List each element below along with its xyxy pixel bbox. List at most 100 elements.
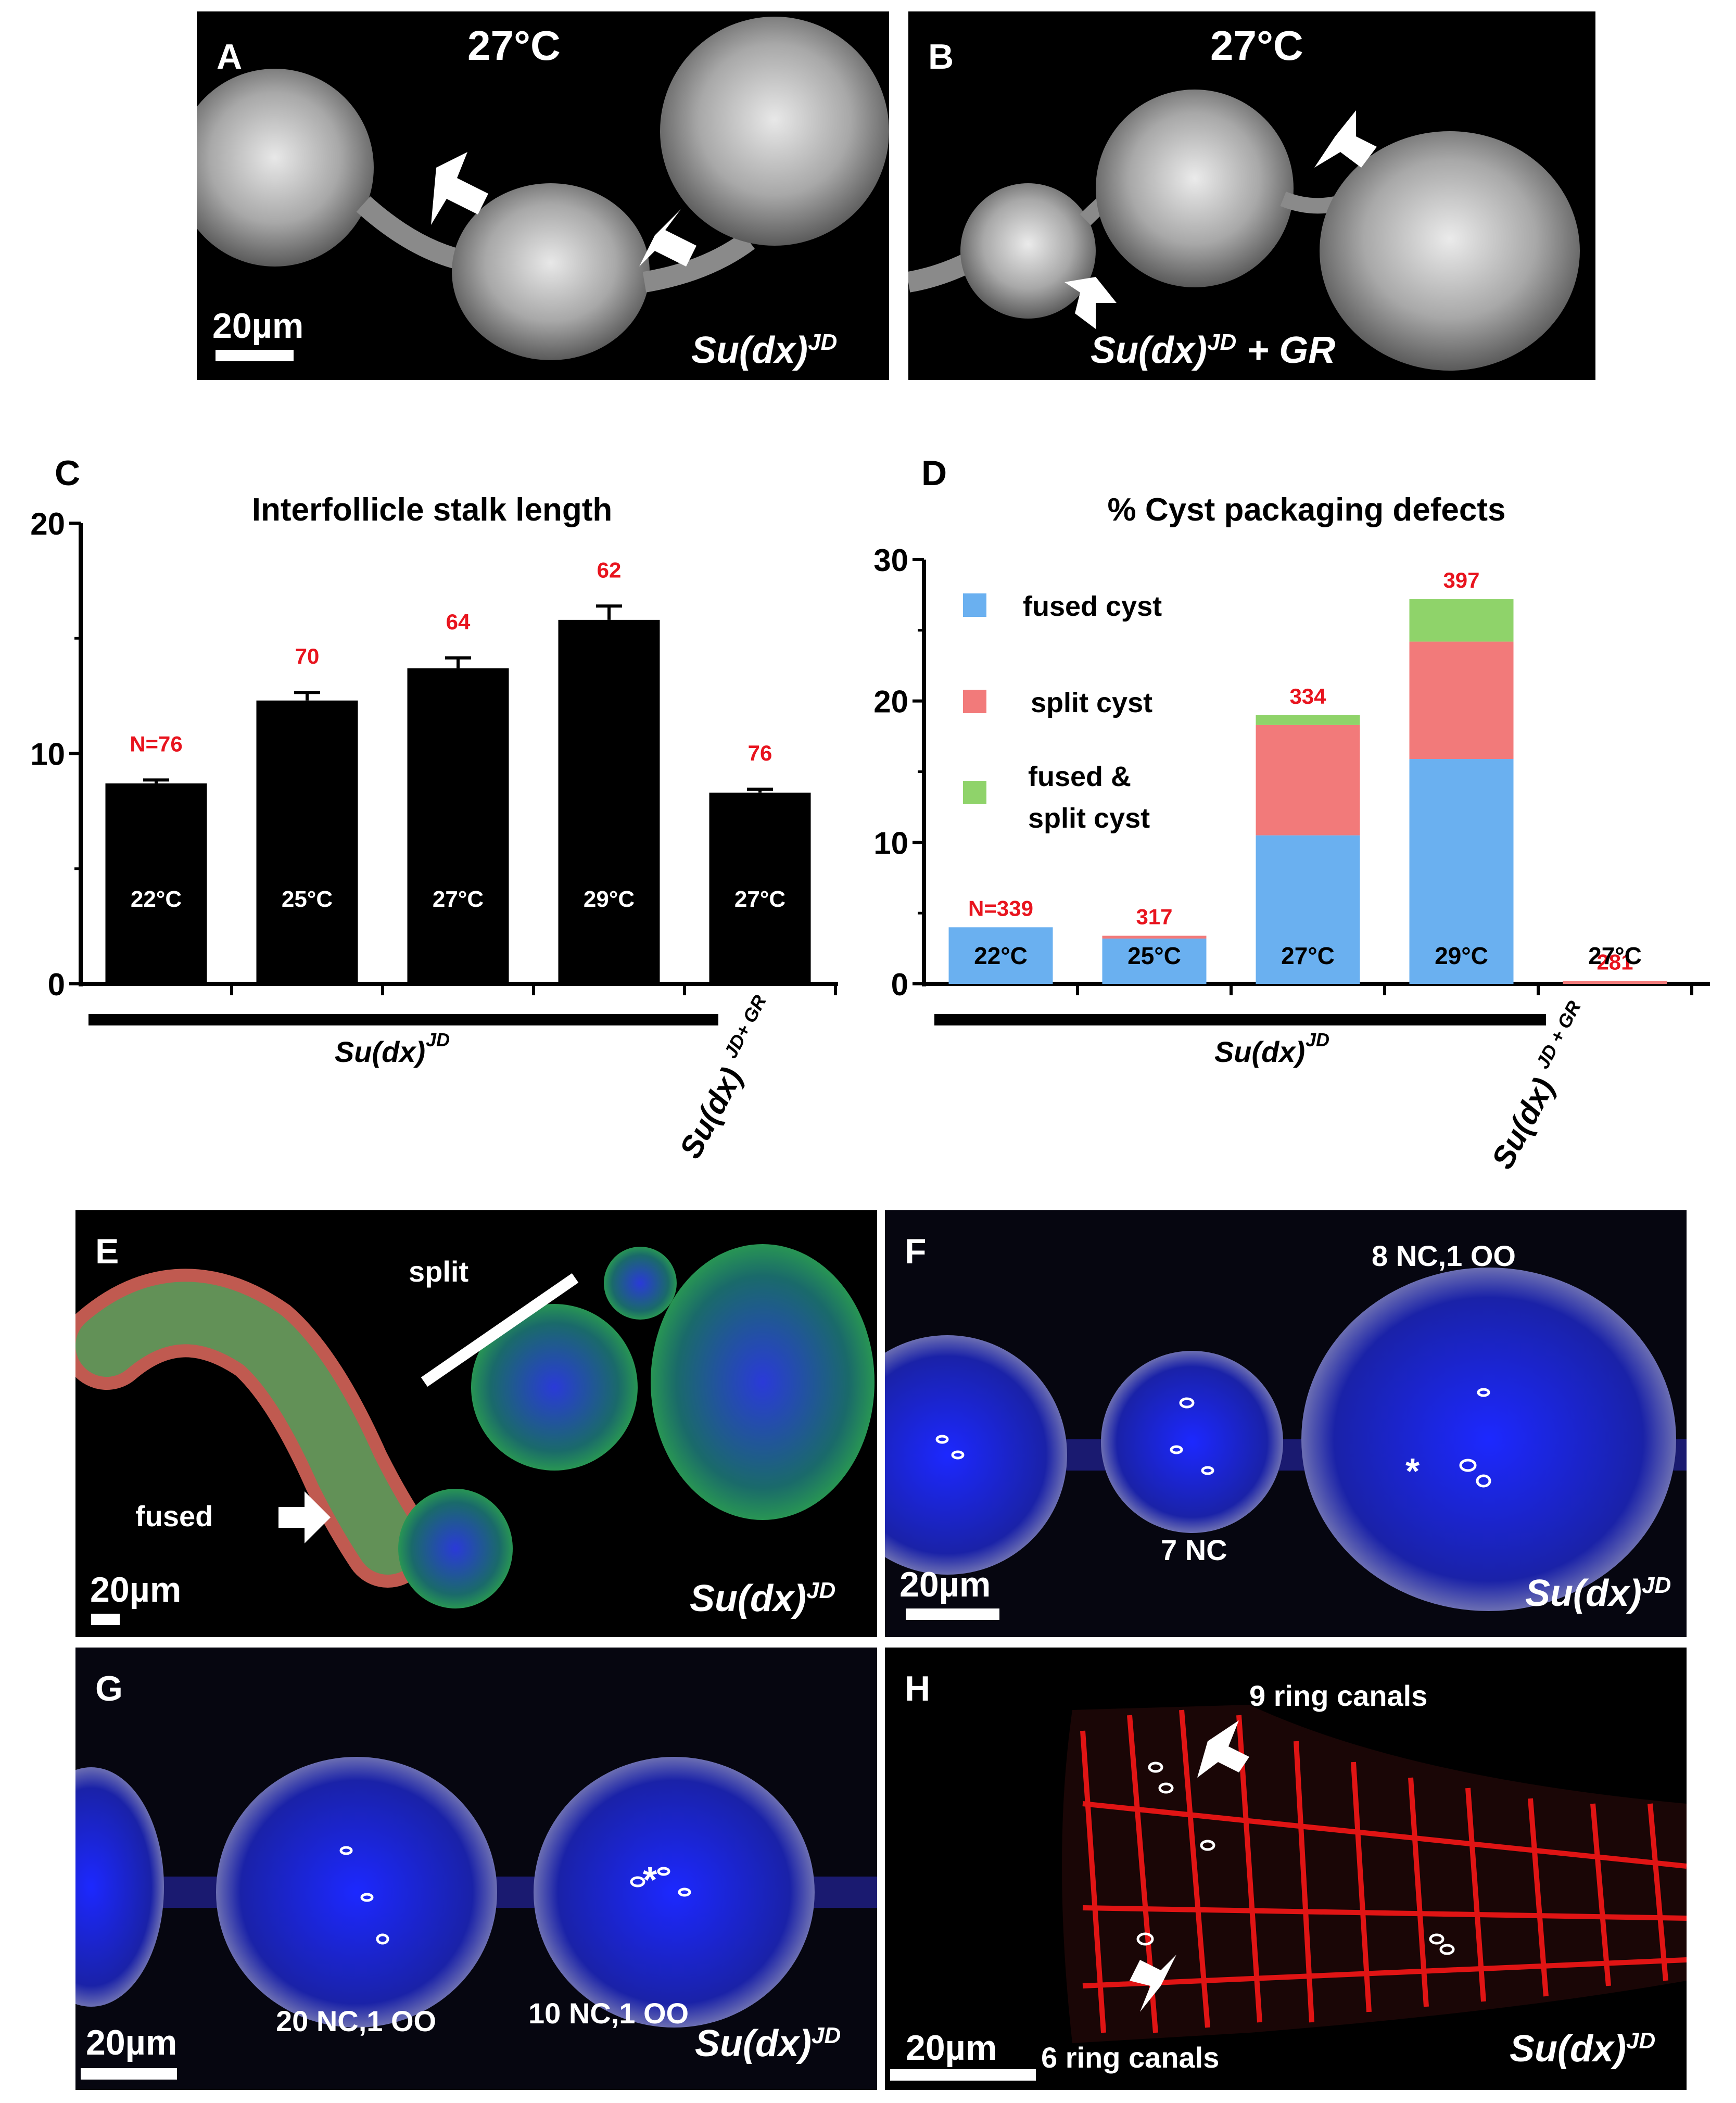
scale-bar-label: 20µm (212, 306, 304, 346)
chart-c-svg: C Interfollicle stalk length 0 10 20 N=76 22°C… (30, 453, 838, 1164)
split-bar (421, 1273, 579, 1387)
category-label: 27°C (734, 886, 785, 912)
arrow-icon (278, 1491, 331, 1543)
genotype-group-bar (88, 1014, 718, 1025)
panel-label: H (905, 1669, 931, 1708)
bar (256, 700, 358, 984)
n-label: 397 (1443, 568, 1479, 592)
cyst-count-label: 7 NC (1161, 1534, 1227, 1566)
panel-label: C (55, 453, 80, 493)
stacked-bar-segment (1409, 641, 1514, 759)
category-label: 29°C (584, 886, 635, 912)
chart-title: Interfollicle stalk length (252, 492, 612, 528)
stacked-bar-segment (1102, 939, 1207, 984)
genotype-label: Su(dx)JD (691, 330, 838, 371)
legend-label: fused cyst (1023, 591, 1162, 622)
panel-a-image: A 27°C 20µm Su(dx)JD (197, 11, 889, 380)
scale-bar (91, 1614, 120, 1625)
panel-f-micrograph: * (885, 1268, 1687, 1611)
arrow-icon (1314, 110, 1377, 168)
panel-a-micrograph (197, 17, 889, 360)
panel-label: F (905, 1232, 927, 1271)
n-label: N=339 (968, 896, 1033, 920)
panel-label: D (921, 453, 947, 493)
genotype-superscript: JD (1306, 1029, 1329, 1050)
y-tick-label: 0 (891, 967, 908, 1002)
y-tick-label: 20 (873, 685, 908, 719)
category-label: 22°C (131, 886, 182, 912)
genotype-label: Su(dx)JD + GR (1091, 330, 1336, 371)
scale-bar-label: 20µm (899, 1565, 991, 1604)
n-label: 62 (597, 558, 622, 582)
genotype-superscript: JD + GR (1531, 997, 1585, 1072)
asterisk-icon: * (643, 1859, 657, 1900)
arrow-icon (1065, 277, 1117, 329)
arrow-icon (1197, 1720, 1249, 1778)
genotype-label: Su(dx) (673, 1062, 749, 1164)
y-tick-label: 10 (873, 826, 908, 860)
genotype-label: Su(dx)JD (1525, 1573, 1671, 1614)
arrow-icon (1130, 1955, 1176, 2012)
genotype-label: Su(dx) (1214, 1035, 1305, 1068)
cyst-count-label: 10 NC,1 OO (528, 1997, 689, 2030)
genotype-label: Su(dx) (1485, 1072, 1561, 1171)
panel-label: G (95, 1669, 123, 1708)
stacked-bar-segment (1409, 599, 1514, 642)
ring-canal-label: 9 ring canals (1249, 1679, 1428, 1712)
category-label: 29°C (1435, 942, 1488, 969)
panel-h-image: H 9 ring canals 6 ring canals 20µm Su(dx… (885, 1648, 1687, 2090)
scale-bar (906, 1608, 999, 1620)
genotype-superscript: JD (426, 1029, 450, 1050)
legend-label: fused & (1028, 761, 1131, 792)
scale-bar (890, 2069, 1036, 2081)
y-tick-label: 0 (48, 967, 65, 1002)
fused-label: fused (135, 1500, 213, 1532)
panel-b-image: B 27°C Su(dx)JD + GR (908, 11, 1595, 380)
bar (105, 783, 207, 984)
arrow-icon (431, 152, 488, 225)
scale-bar-label: 20µm (906, 2028, 997, 2068)
category-label: 27°C (433, 886, 484, 912)
chart-d: D % Cyst packaging defects 0 10 20 30 N=339 22°… (864, 442, 1736, 1174)
legend-swatch (963, 781, 986, 804)
split-label: split (409, 1255, 469, 1288)
stacked-bar-segment (948, 927, 1053, 984)
category-label: 22°C (974, 942, 1028, 969)
n-label: N=76 (130, 731, 183, 756)
genotype-label: Su(dx)JD (1510, 2028, 1656, 2070)
y-tick-label: 10 (30, 737, 65, 772)
legend-swatch (963, 593, 986, 617)
category-label: 27°C (1281, 942, 1335, 969)
panel-g-image: * G 20 NC,1 OO 10 NC,1 OO 20µm Su(dx)JD (75, 1648, 877, 2090)
cyst-count-label: 20 NC,1 OO (276, 2005, 437, 2037)
legend-label: split cyst (1031, 687, 1152, 718)
chart-d-svg: D % Cyst packaging defects 0 10 20 30 N=339 22°… (873, 453, 1710, 1174)
genotype-label: Su(dx) (335, 1035, 425, 1068)
temperature-label: 27°C (1210, 22, 1303, 69)
panel-label: A (217, 37, 243, 77)
y-tick-label: 30 (873, 543, 908, 578)
bar (558, 619, 660, 984)
n-label: 70 (295, 644, 320, 668)
ring-canal-label: 6 ring canals (1041, 2041, 1220, 2074)
stacked-bar-segment (1563, 981, 1667, 984)
legend-swatch (963, 690, 986, 713)
panel-b-micrograph (908, 90, 1580, 371)
scale-bar (216, 350, 294, 361)
genotype-superscript: JD+ GR (719, 992, 770, 1062)
n-label: 281 (1596, 950, 1633, 974)
n-label: 334 (1289, 684, 1326, 708)
chart-title: % Cyst packaging defects (1108, 492, 1506, 528)
category-label: 25°C (282, 886, 333, 912)
n-label: 64 (446, 610, 471, 634)
bar (407, 668, 509, 984)
temperature-label: 27°C (467, 22, 561, 69)
panel-e-micrograph (75, 1244, 875, 1608)
scale-bar (81, 2068, 177, 2080)
genotype-label: Su(dx)JD (695, 2023, 841, 2064)
scale-bar-label: 20µm (86, 2023, 178, 2062)
panel-h-micrograph (1062, 1705, 1687, 2043)
chart-c: C Interfollicle stalk length 0 10 20 N=76 22°C… (0, 442, 843, 1171)
stacked-bar-segment (1256, 725, 1360, 835)
n-label: 317 (1136, 905, 1172, 929)
